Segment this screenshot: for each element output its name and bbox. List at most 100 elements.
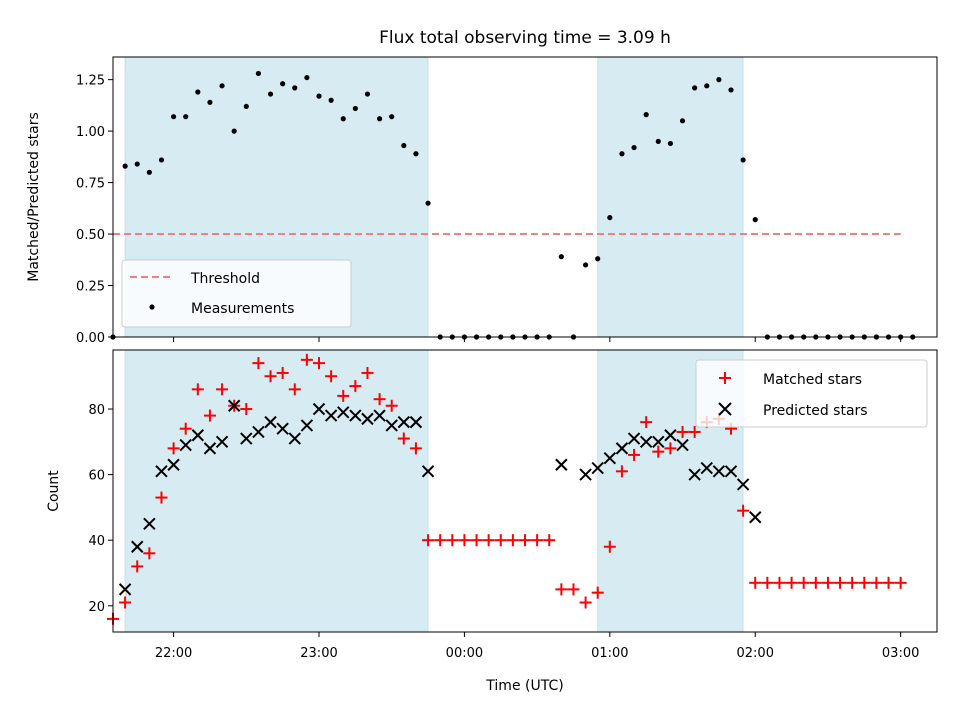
predicted-star-point xyxy=(203,442,217,455)
predicted-star-point xyxy=(361,412,374,426)
matched-star-point xyxy=(676,425,689,438)
matched-star-point xyxy=(773,576,786,589)
predicted-star-point xyxy=(252,425,265,439)
predicted-star-point xyxy=(143,517,156,530)
x-tick-label: 02:00 xyxy=(737,646,774,661)
x-axis-label: Time (UTC) xyxy=(485,678,563,694)
bottom-plot-frame xyxy=(112,349,938,633)
matched-star-point xyxy=(519,534,531,547)
measurement-point xyxy=(716,77,722,83)
legend-predicted-label: Predicted stars xyxy=(763,403,868,419)
matched-star-point xyxy=(131,560,144,573)
matched-star-point xyxy=(216,383,229,396)
measurement-point xyxy=(667,140,674,147)
predicted-star-point xyxy=(337,406,350,419)
top-axes: 0.00 0.25 0.50 0.75 1.00 1.25 xyxy=(76,74,902,346)
matched-star-point xyxy=(264,370,277,383)
top-y-axis-label: Matched/Predicted stars xyxy=(26,112,42,282)
y-tick-label: 20 xyxy=(88,600,105,615)
measurement-point xyxy=(267,91,274,97)
measurement-point xyxy=(364,91,371,97)
matched-star-point xyxy=(640,416,653,429)
measurement-point xyxy=(679,118,686,124)
measurement-point xyxy=(183,114,189,120)
predicted-star-point xyxy=(264,415,277,429)
matched-star-point xyxy=(361,366,374,379)
predicted-star-point xyxy=(591,461,604,475)
legend-threshold-label: Threshold xyxy=(190,271,260,287)
predicted-star-point xyxy=(191,429,205,442)
matched-star-point xyxy=(143,547,156,560)
matched-star-point xyxy=(749,576,762,589)
matched-star-point xyxy=(179,422,192,435)
measurement-point xyxy=(401,142,407,149)
measurement-point xyxy=(704,83,710,89)
matched-star-point xyxy=(882,576,895,589)
x-tick-label: 03:00 xyxy=(882,646,919,661)
measurement-point xyxy=(134,161,140,167)
predicted-star-point xyxy=(409,415,423,429)
measurements-series xyxy=(110,70,916,340)
predicted-star-point xyxy=(385,419,398,432)
matched-star-point xyxy=(385,399,398,412)
measurement-point xyxy=(582,262,589,268)
matched-star-point xyxy=(458,534,471,547)
predicted-star-point xyxy=(349,409,362,422)
predicted-star-point xyxy=(676,438,689,452)
measurement-point xyxy=(328,97,334,103)
predicted-star-point xyxy=(664,429,677,442)
matched-star-point xyxy=(240,403,253,416)
matched-star-point xyxy=(737,504,750,517)
measurement-point xyxy=(752,217,758,223)
measurement-point xyxy=(728,87,734,93)
matched-star-point xyxy=(761,576,774,589)
matched-star-point xyxy=(664,442,677,455)
predicted-star-point xyxy=(167,458,180,471)
matched-star-point xyxy=(409,442,422,455)
matched-star-point xyxy=(191,383,204,396)
predicted-star-point xyxy=(155,465,168,478)
y-tick-label: 0.50 xyxy=(76,228,105,243)
matched-star-point xyxy=(446,534,459,547)
predicted-star-point xyxy=(324,409,338,422)
y-tick-label: 60 xyxy=(88,469,105,484)
bottom-observing-windows xyxy=(124,349,744,633)
legend-matched-label: Matched stars xyxy=(763,372,862,388)
matched-star-point xyxy=(834,576,847,589)
measurement-point xyxy=(280,81,286,87)
predicted-star-point xyxy=(397,415,411,429)
measurement-point xyxy=(558,254,564,260)
matched-star-point xyxy=(821,576,834,589)
measurement-point xyxy=(292,85,298,91)
predicted-star-point xyxy=(700,461,713,475)
x-tick-label: 00:00 xyxy=(446,646,483,661)
matched-star-point xyxy=(337,389,350,402)
measurement-point xyxy=(255,70,262,77)
predicted-star-point xyxy=(639,435,653,449)
predicted-star-point xyxy=(736,478,750,491)
matched-star-point xyxy=(579,596,592,609)
predicted-star-point xyxy=(288,432,301,445)
predicted-star-point xyxy=(131,540,144,553)
measurement-point xyxy=(340,116,346,122)
predicted-star-point xyxy=(300,419,314,432)
measurement-point xyxy=(692,85,698,91)
matched-star-point xyxy=(434,534,447,547)
matched-star-point xyxy=(797,576,810,589)
measurement-point xyxy=(316,93,322,99)
measurement-point xyxy=(389,114,395,120)
matched-star-point xyxy=(870,576,883,589)
measurement-point xyxy=(643,112,649,118)
matched-star-point xyxy=(785,576,798,589)
measurement-point xyxy=(607,214,613,221)
measurement-point xyxy=(243,103,249,110)
measurement-point xyxy=(122,163,128,169)
measurement-point xyxy=(740,157,746,163)
matched-star-point xyxy=(325,370,338,383)
predicted-star-point xyxy=(312,402,326,416)
matched-star-point xyxy=(252,357,265,370)
observing-window-span xyxy=(124,349,429,633)
predicted-star-point xyxy=(555,458,568,471)
x-tick-label: 22:00 xyxy=(155,646,192,661)
